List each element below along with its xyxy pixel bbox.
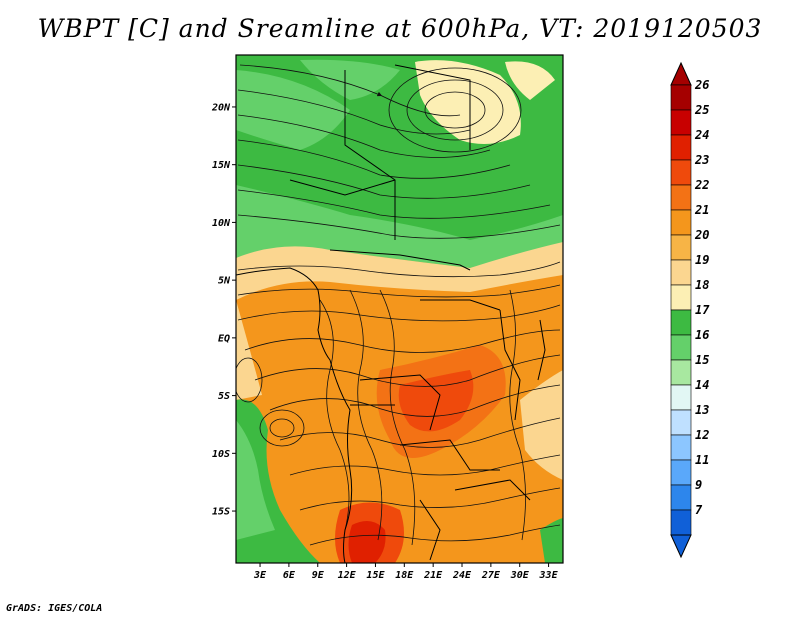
- colorbar-segment: [670, 134, 692, 161]
- grads-credit: GrADS: IGES/COLA: [6, 603, 103, 614]
- lon-tick-label: 27E: [481, 570, 501, 581]
- colorbar-segment: [670, 334, 692, 361]
- colorbar-segment: [670, 484, 692, 511]
- colorbar-segment: [670, 159, 692, 186]
- colorbar-segment: [670, 509, 692, 536]
- colorbar-label: 13: [695, 403, 709, 417]
- lon-tick-label: 21E: [423, 570, 443, 581]
- streamlines: [236, 64, 561, 546]
- colorbar-segment: [670, 209, 692, 236]
- colorbar-label: 26: [694, 78, 709, 92]
- lat-tick-label: 5S: [218, 391, 230, 402]
- colorbar-segment: [670, 459, 692, 486]
- latitude-axis: 20N 15N 10N 5N EQ 5S 10S 15S: [211, 102, 236, 518]
- colorbar-label: 14: [695, 378, 709, 392]
- lat-tick-label: 15S: [212, 507, 230, 518]
- map-frame: [235, 54, 564, 564]
- lon-tick-label: 3E: [253, 570, 267, 581]
- colorbar-label: 20: [694, 228, 709, 242]
- lon-tick-label: 33E: [539, 570, 559, 581]
- colorbar-label: 21: [694, 203, 709, 217]
- longitude-axis: 3E 6E 9E 12E 15E 18E 21E 24E 27E 30E 33E: [253, 563, 559, 581]
- lat-tick-label: 15N: [212, 160, 231, 171]
- lon-tick-label: 24E: [452, 570, 472, 581]
- wbpt-shading: [236, 55, 563, 563]
- colorbar-label: 24: [694, 128, 709, 142]
- colorbar-segment: [670, 409, 692, 436]
- country-borders: [236, 64, 546, 563]
- colorbar-label: 16: [695, 328, 709, 342]
- chart-title: WBPT [C] and Sreamline at 600hPa, VT: 20…: [37, 14, 763, 43]
- colorbar-segment: [670, 234, 692, 261]
- colorbar-label: 22: [694, 178, 709, 192]
- colorbar-bottom-arrow: [670, 534, 692, 559]
- colorbar: 26 25 24 23 22 21 20 19 18 17 16 15 14 13 12 11 9 7: [670, 61, 710, 559]
- colorbar-label: 7: [695, 503, 703, 517]
- colorbar-label: 25: [694, 103, 709, 117]
- colorbar-label: 19: [695, 253, 709, 267]
- colorbar-label: 18: [695, 278, 709, 292]
- lat-tick-label: 20N: [211, 102, 231, 113]
- colorbar-segment: [670, 309, 692, 336]
- colorbar-top-arrow: [670, 61, 692, 86]
- colorbar-segment: [670, 434, 692, 461]
- colorbar-segment: [670, 359, 692, 386]
- colorbar-label: 17: [695, 303, 710, 317]
- colorbar-label: 9: [695, 478, 702, 492]
- lon-tick-label: 15E: [366, 570, 385, 581]
- lon-tick-label: 18E: [395, 570, 414, 581]
- colorbar-label: 23: [694, 153, 709, 167]
- colorbar-segment: [670, 84, 692, 111]
- colorbar-segment: [670, 284, 692, 311]
- lat-tick-label: EQ: [218, 333, 230, 344]
- lat-tick-label: 10S: [212, 449, 230, 460]
- colorbar-label: 11: [695, 453, 709, 467]
- lon-tick-label: 30E: [510, 570, 530, 581]
- colorbar-segment: [670, 384, 692, 411]
- lon-tick-label: 6E: [283, 570, 296, 581]
- colorbar-segment: [670, 109, 692, 136]
- lon-tick-label: 12E: [338, 570, 357, 581]
- lat-tick-label: 10N: [212, 218, 231, 229]
- colorbar-segment: [670, 184, 692, 211]
- lon-tick-label: 9E: [312, 570, 325, 581]
- lat-tick-label: 5N: [218, 276, 231, 287]
- colorbar-label: 15: [695, 353, 709, 367]
- colorbar-segment: [670, 259, 692, 286]
- colorbar-label: 12: [695, 428, 709, 442]
